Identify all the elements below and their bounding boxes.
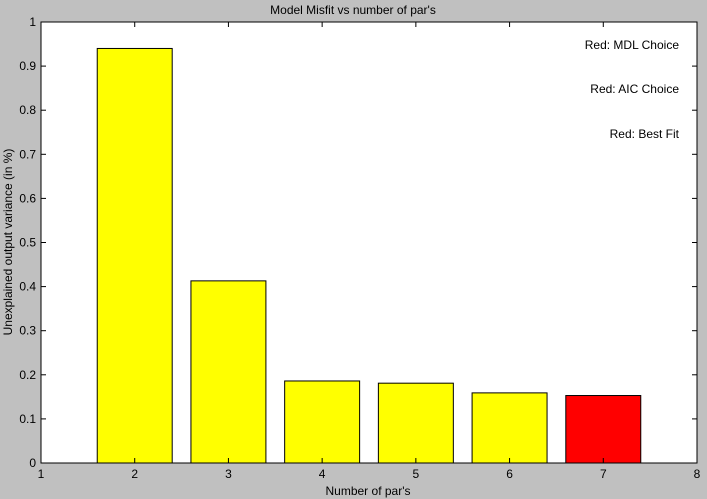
x-tick-label: 5 — [413, 467, 420, 481]
bar-5 — [377, 382, 454, 464]
chart-title: Model Misfit vs number of par's — [270, 3, 436, 17]
y-tick-label: 0.9 — [19, 59, 36, 73]
annotation-label: Red: AIC Choice — [590, 82, 679, 96]
bar-4 — [284, 380, 361, 464]
x-tick-label: 7 — [600, 467, 607, 481]
y-tick-label: 0.6 — [19, 191, 36, 205]
annotation-label: Red: MDL Choice — [585, 38, 680, 52]
y-tick-label: 0.3 — [19, 324, 36, 338]
x-axis-label: Number of par's — [326, 484, 411, 498]
x-tick-label: 1 — [38, 467, 45, 481]
bar-2 — [96, 47, 173, 464]
x-tick-label: 4 — [319, 467, 326, 481]
x-tick-label: 6 — [506, 467, 513, 481]
y-tick-label: 0.5 — [19, 236, 36, 250]
y-axis-label: Unexplained output variance (in %) — [1, 149, 15, 336]
y-tick-label: 0.1 — [19, 412, 36, 426]
y-tick-label: 0.8 — [19, 103, 36, 117]
y-tick-label: 0.7 — [19, 147, 36, 161]
x-tick-label: 8 — [694, 467, 701, 481]
y-tick-label: 0 — [29, 456, 36, 470]
y-tick-label: 0.2 — [19, 368, 36, 382]
bar-6 — [471, 392, 548, 464]
x-tick-label: 3 — [225, 467, 232, 481]
annotation-label: Red: Best Fit — [610, 127, 680, 141]
bar-3 — [190, 280, 267, 464]
x-tick-label: 2 — [131, 467, 138, 481]
y-tick-label: 0.4 — [19, 280, 36, 294]
bar-7 — [565, 395, 642, 464]
y-tick-label: 1 — [29, 15, 36, 29]
